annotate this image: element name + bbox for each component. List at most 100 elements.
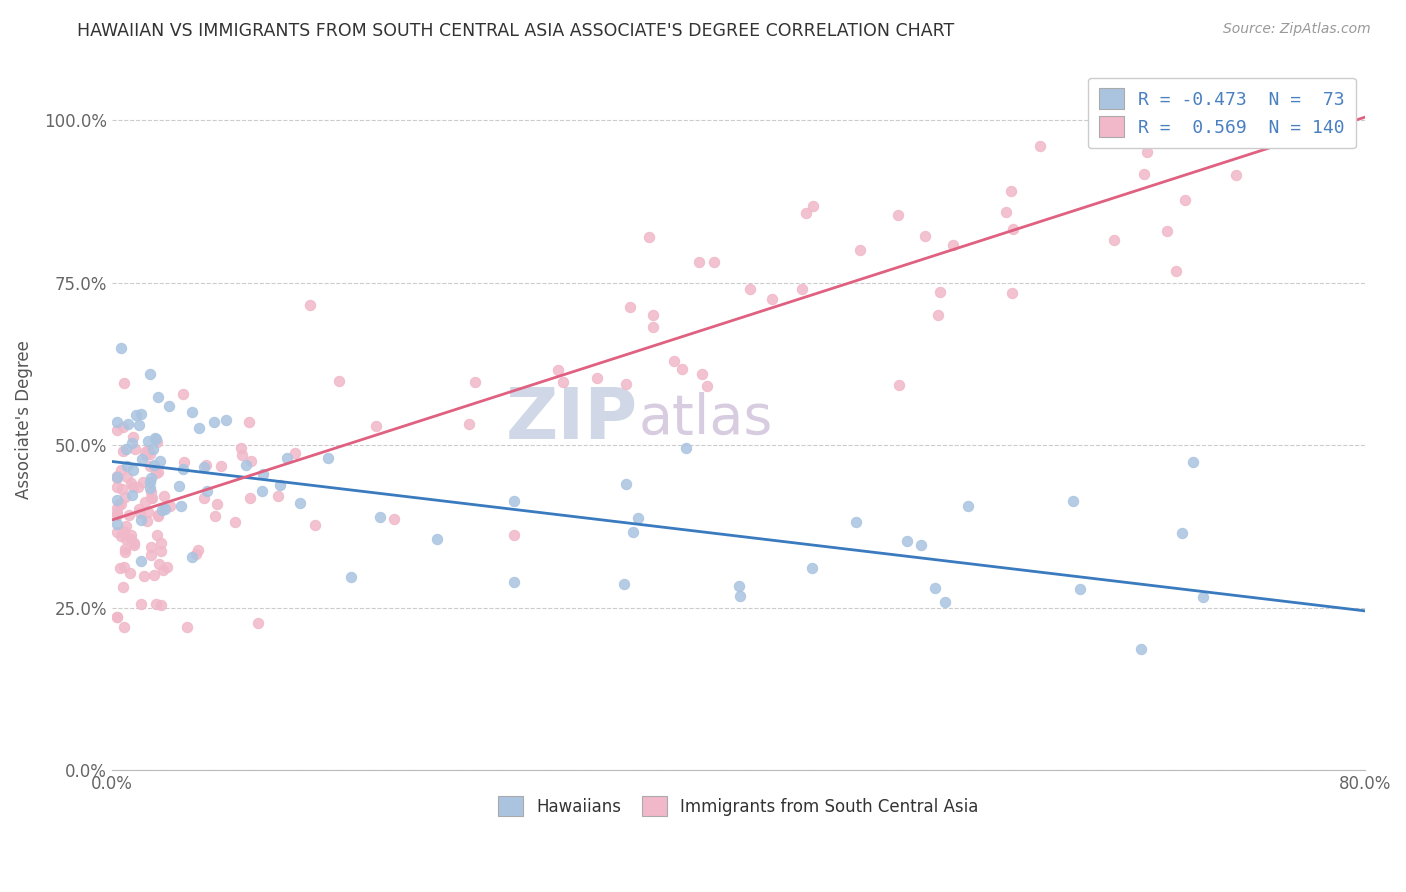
Point — [105, 500, 128, 515]
Point — [252, 467, 274, 482]
Point — [145, 432, 167, 446]
Point — [193, 491, 215, 505]
Point — [112, 524, 135, 538]
Point — [134, 494, 156, 508]
Point — [105, 524, 128, 539]
Point — [239, 454, 262, 468]
Point — [148, 391, 170, 405]
Point — [328, 374, 350, 388]
Point — [139, 540, 162, 554]
Point — [1029, 138, 1052, 153]
Point — [159, 500, 181, 514]
Point — [176, 620, 198, 634]
Point — [117, 417, 139, 431]
Point — [129, 597, 152, 611]
Point — [187, 542, 209, 557]
Point — [458, 417, 481, 431]
Point — [896, 534, 918, 549]
Point — [1164, 263, 1187, 277]
Point — [108, 498, 131, 512]
Point — [115, 470, 138, 484]
Point — [614, 377, 637, 392]
Point — [148, 557, 170, 571]
Point — [1174, 193, 1197, 207]
Point — [173, 455, 195, 469]
Point — [114, 541, 136, 556]
Point — [111, 482, 134, 496]
Point — [124, 442, 146, 456]
Point — [848, 244, 870, 258]
Point — [139, 447, 162, 461]
Point — [110, 463, 132, 477]
Point — [1062, 494, 1084, 508]
Point — [111, 580, 134, 594]
Point — [121, 436, 143, 450]
Point — [204, 509, 226, 524]
Point — [801, 561, 824, 575]
Point — [128, 501, 150, 516]
Point — [131, 451, 153, 466]
Point — [170, 499, 193, 513]
Point — [1069, 582, 1091, 597]
Point — [503, 575, 526, 590]
Point — [146, 509, 169, 524]
Point — [299, 297, 322, 311]
Point — [114, 518, 136, 533]
Text: HAWAIIAN VS IMMIGRANTS FROM SOUTH CENTRAL ASIA ASSOCIATE'S DEGREE CORRELATION CH: HAWAIIAN VS IMMIGRANTS FROM SOUTH CENTRA… — [77, 22, 955, 40]
Point — [150, 503, 173, 517]
Point — [111, 444, 134, 458]
Point — [224, 515, 246, 529]
Point — [887, 377, 910, 392]
Point — [180, 550, 202, 565]
Legend: Hawaiians, Immigrants from South Central Asia: Hawaiians, Immigrants from South Central… — [491, 788, 987, 825]
Point — [105, 471, 128, 485]
Point — [193, 460, 215, 475]
Point — [250, 483, 273, 498]
Point — [122, 429, 145, 443]
Point — [167, 478, 190, 492]
Point — [128, 417, 150, 432]
Point — [231, 449, 253, 463]
Point — [284, 446, 307, 460]
Point — [229, 441, 252, 455]
Point — [150, 598, 173, 612]
Point — [675, 442, 697, 456]
Point — [269, 478, 291, 492]
Point — [105, 506, 128, 520]
Point — [110, 497, 132, 511]
Point — [112, 376, 135, 390]
Point — [143, 458, 166, 472]
Point — [150, 536, 173, 550]
Point — [107, 610, 129, 624]
Point — [136, 442, 159, 457]
Point — [205, 498, 228, 512]
Point — [276, 451, 298, 466]
Point — [110, 341, 132, 355]
Point — [910, 538, 932, 552]
Point — [382, 512, 405, 526]
Point — [914, 229, 936, 244]
Point — [614, 477, 637, 491]
Point — [141, 491, 163, 505]
Point — [129, 407, 152, 421]
Point — [141, 471, 163, 485]
Point — [141, 491, 163, 506]
Point — [426, 532, 449, 546]
Point — [246, 615, 269, 630]
Point — [129, 513, 152, 527]
Point — [502, 528, 524, 542]
Point — [110, 529, 132, 543]
Point — [1225, 169, 1247, 183]
Point — [138, 367, 160, 381]
Point — [120, 566, 142, 580]
Point — [368, 510, 391, 524]
Point — [1156, 224, 1178, 238]
Point — [143, 568, 166, 582]
Point — [194, 458, 217, 472]
Point — [142, 442, 165, 456]
Point — [120, 527, 142, 541]
Point — [641, 320, 664, 334]
Point — [145, 598, 167, 612]
Point — [288, 496, 311, 510]
Point — [730, 589, 752, 603]
